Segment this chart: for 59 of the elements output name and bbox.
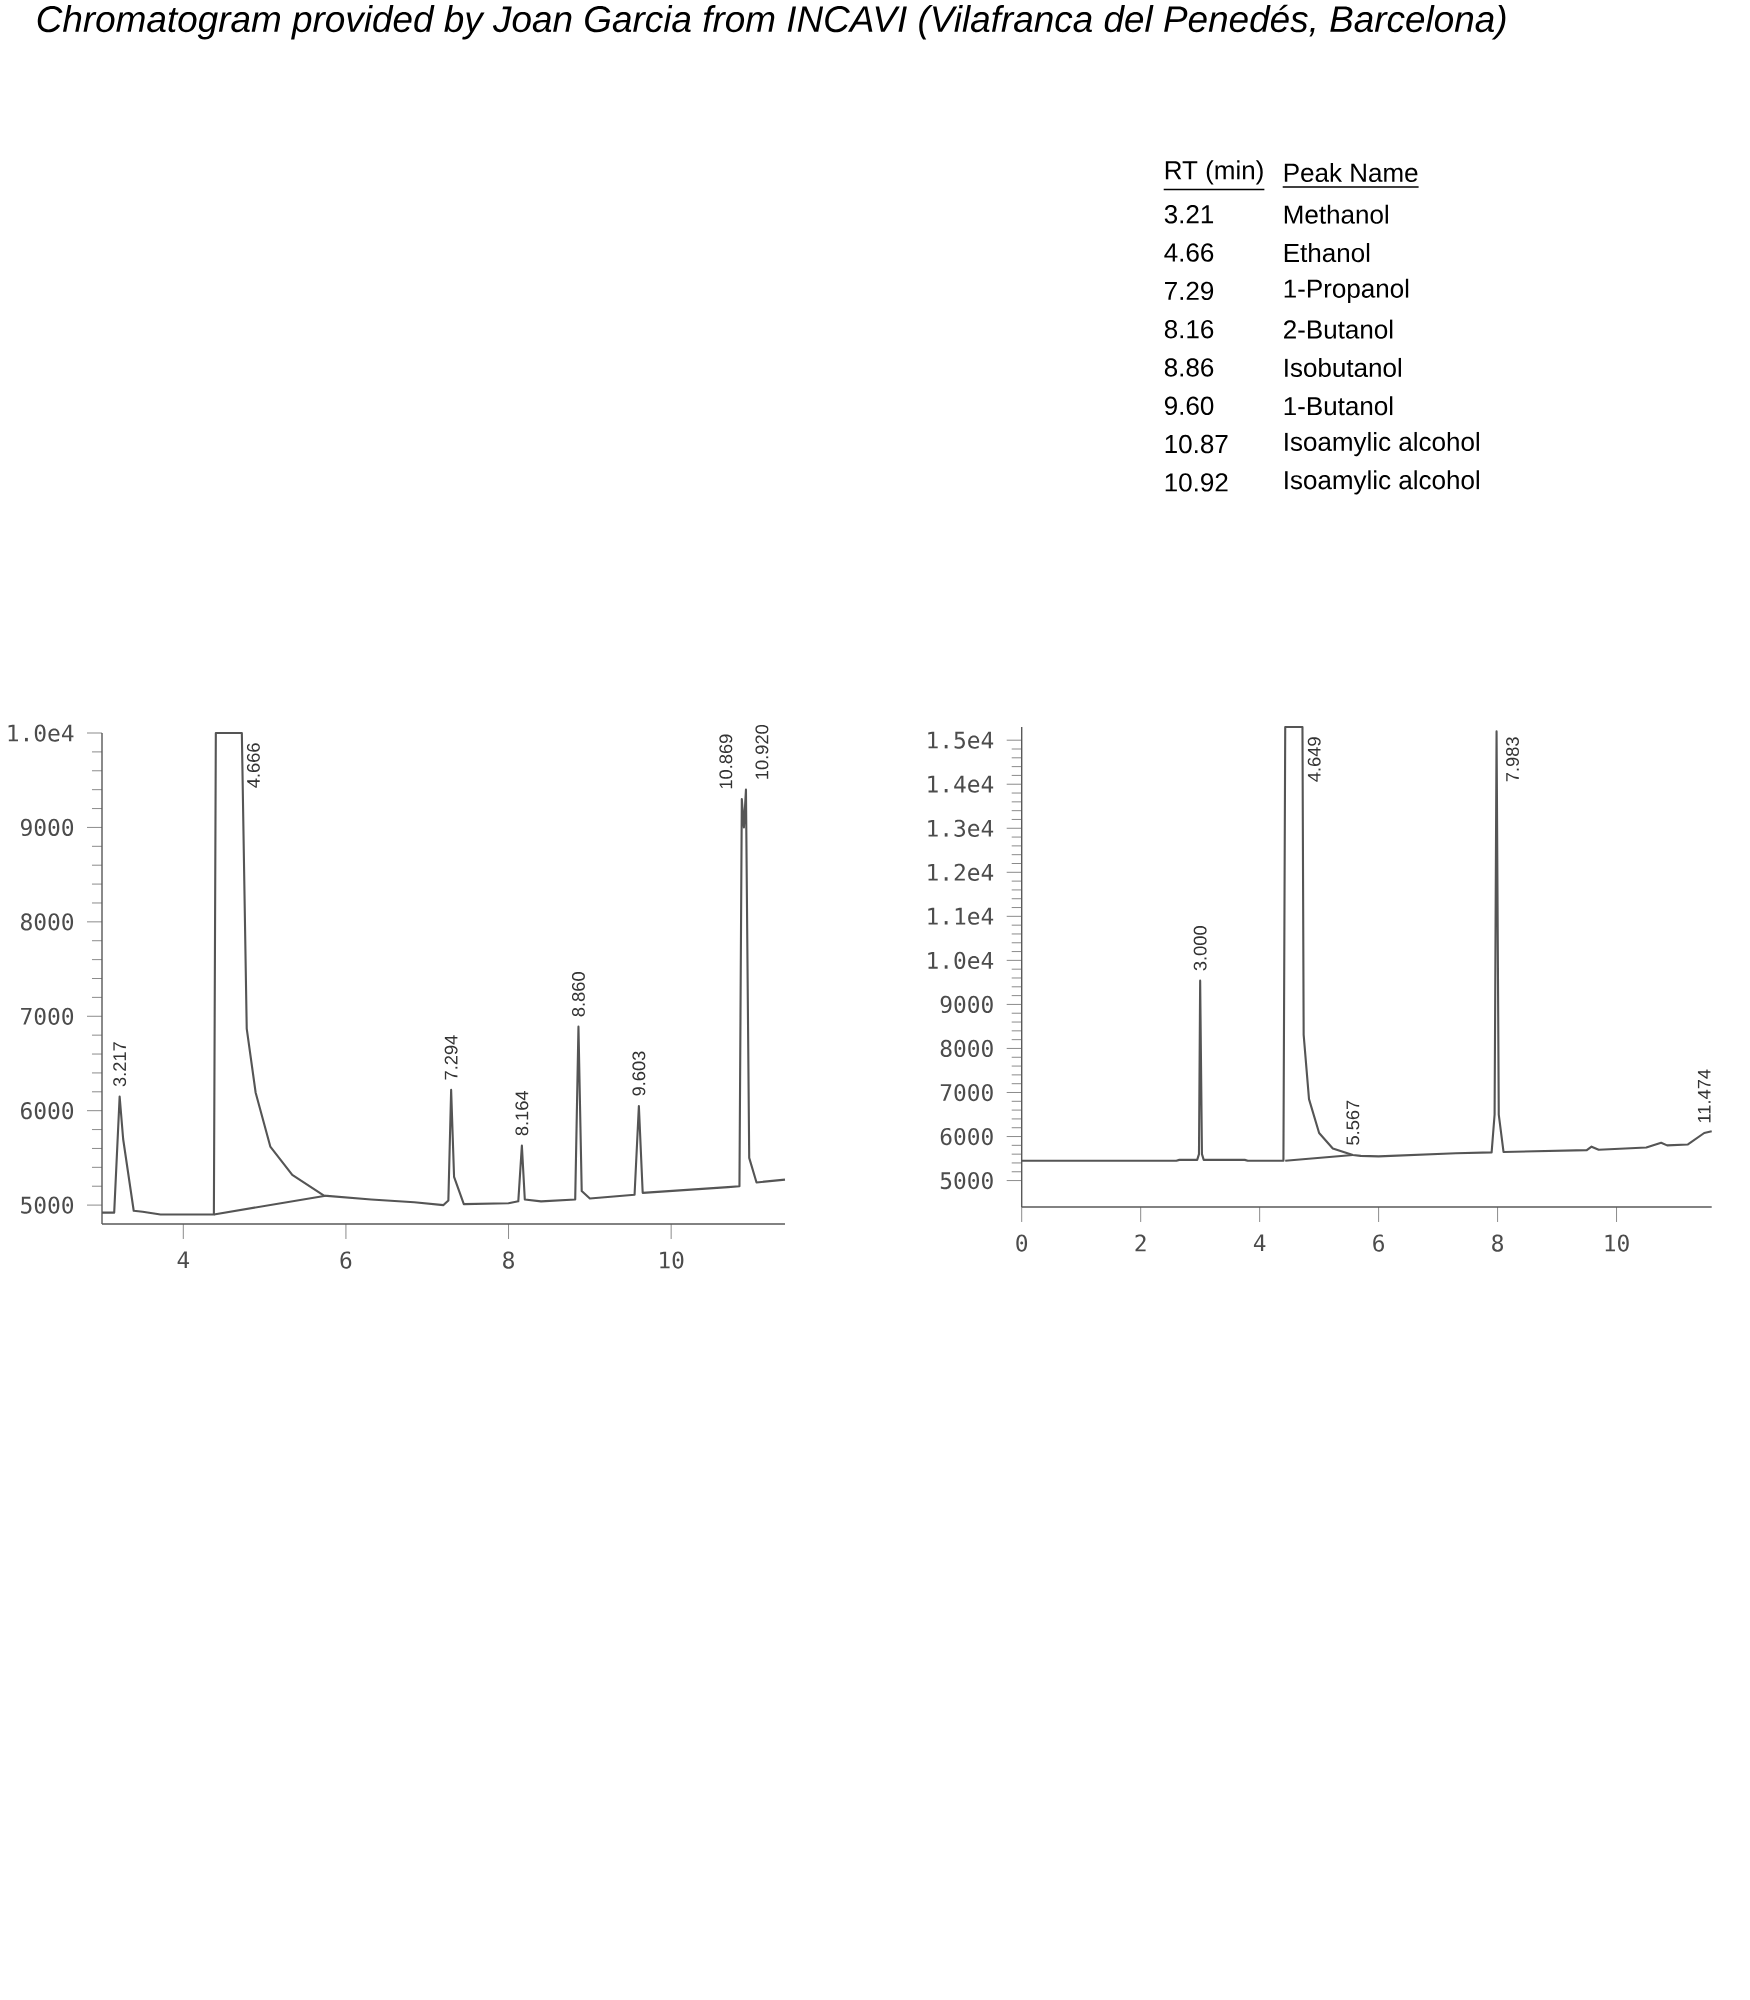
- annotation: 8.164: [515, 1090, 529, 1136]
- x-tick-label: 4: [1253, 1234, 1266, 1252]
- text: Isoamylic alcohol: [1285, 470, 1479, 495]
- y-tick-label: 1.5e4: [928, 731, 994, 749]
- x-tick-label: 6: [1373, 1234, 1384, 1252]
- y-tick-label: 6000: [940, 1127, 993, 1146]
- y-tick-label: 9000: [21, 818, 74, 837]
- x-tick-label: 8: [1492, 1234, 1503, 1252]
- y-tick-label: 7000: [940, 1083, 993, 1102]
- text: 1-Propanol: [1284, 278, 1409, 304]
- y-tick-label: 1.1e4: [928, 907, 994, 925]
- x-tick-label: 2: [1135, 1234, 1146, 1252]
- text: Methanol: [1284, 204, 1388, 224]
- text: RT (min): [1165, 160, 1263, 185]
- y-tick-label: 1.0e4: [928, 951, 994, 970]
- x-tick-label: 10: [660, 1251, 684, 1269]
- text: Isoamylic alcohol: [1285, 431, 1479, 457]
- text: 9.60: [1164, 396, 1214, 416]
- y-tick-label: 6000: [21, 1102, 74, 1120]
- text: Chromatogram provided by Joan Garcia from INCAVI (Vilafranca del Penedés, Barcelona): [37, 4, 1506, 40]
- text: Peak Name: [1284, 162, 1418, 183]
- text: Isobutanol: [1285, 357, 1401, 378]
- y-tick-label: 1.3e4: [928, 819, 994, 837]
- text: 10.92: [1165, 473, 1228, 492]
- text: 10.87: [1165, 434, 1228, 454]
- annotation: 5.567: [1346, 1100, 1360, 1145]
- text: 3.21: [1164, 205, 1214, 224]
- annotation: 3.217: [113, 1042, 127, 1087]
- annotation: 9.603: [632, 1051, 646, 1096]
- x-tick-label: 8: [503, 1251, 514, 1269]
- annotation: 4.649: [1307, 737, 1321, 782]
- text: 2-Butanol: [1284, 319, 1393, 339]
- x-tick-label: 10: [1605, 1234, 1629, 1252]
- y-tick-label: 8000: [940, 1039, 993, 1058]
- y-tick-label: 7000: [21, 1007, 74, 1025]
- y-tick-label: 9000: [940, 995, 993, 1014]
- x-tick-label: 6: [340, 1251, 352, 1269]
- annotation: 4.666: [246, 743, 260, 788]
- annotation: 10.869: [719, 734, 733, 789]
- text: 8.86: [1164, 358, 1214, 377]
- text: Ethanol: [1284, 243, 1370, 263]
- annotation: 10.920: [755, 724, 769, 779]
- text: 4.66: [1164, 243, 1214, 262]
- annotation: 3.000: [1193, 926, 1207, 971]
- annotation: 11.474: [1697, 1069, 1711, 1123]
- x-tick-label: 4: [177, 1251, 190, 1269]
- annotation: 7.294: [444, 1035, 458, 1080]
- annotation: 7.983: [1506, 737, 1519, 782]
- y-tick-label: 8000: [21, 913, 74, 931]
- y-tick-label: 5000: [940, 1171, 993, 1190]
- text: 8.16: [1164, 319, 1214, 339]
- y-tick-label: 1.4e4: [928, 775, 994, 793]
- text: 7.29: [1165, 281, 1214, 301]
- y-tick-label: 1.0e4: [8, 724, 74, 742]
- y-tick-label: 5000: [21, 1196, 74, 1214]
- y-tick-label: 1.2e4: [928, 863, 994, 881]
- text: 1-Butanol: [1284, 396, 1393, 416]
- x-tick-label: 0: [1016, 1234, 1028, 1252]
- annotation: 8.860: [571, 972, 585, 1017]
